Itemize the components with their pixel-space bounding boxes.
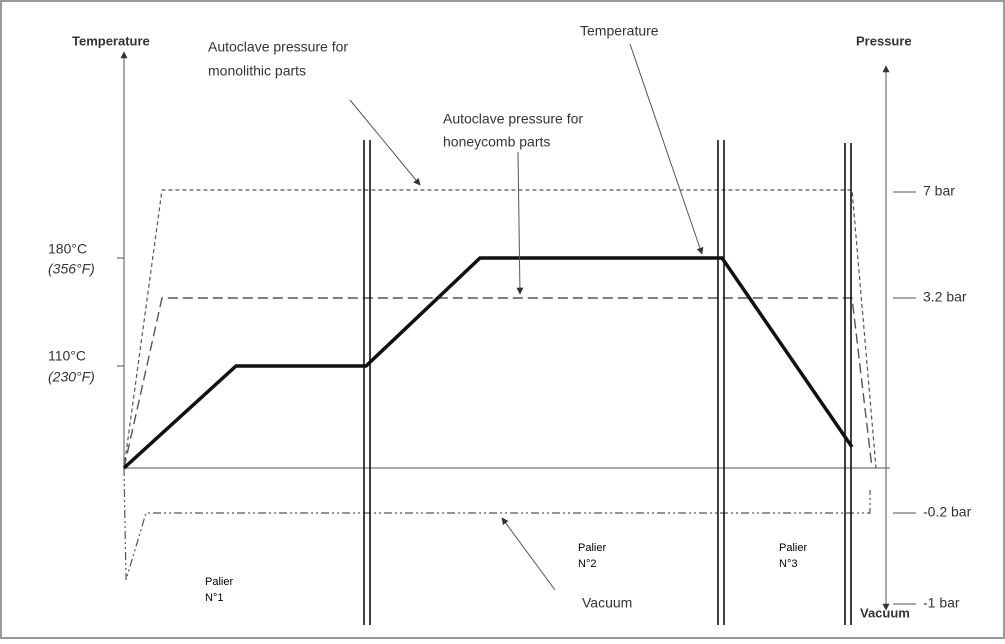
annotation: honeycomb parts <box>443 134 550 150</box>
annotation: Autoclave pressure for <box>443 111 583 127</box>
stage-label: N°2 <box>578 558 596 570</box>
arrow <box>516 151 524 295</box>
right-tick-label: -0.2 bar <box>923 504 972 520</box>
arrow <box>501 517 556 591</box>
arrow <box>629 43 704 255</box>
honeycomb-pressure <box>123 297 873 469</box>
temperature-curve <box>122 256 854 470</box>
left-axis-title: Temperature <box>72 33 150 48</box>
annotation: Temperature <box>580 23 659 39</box>
arrow <box>349 99 421 186</box>
stage-label: N°1 <box>205 592 223 604</box>
left-tick-label: 110°C <box>48 348 86 364</box>
right-tick-label: 7 bar <box>923 183 955 199</box>
annotation: Autoclave pressure for <box>208 39 348 55</box>
right-tick-label: -1 bar <box>923 595 960 611</box>
right-axis-bottom-title: Vacuum <box>860 605 910 620</box>
stage-label: Palier <box>205 576 233 588</box>
left-tick-label: 180°C <box>48 241 87 257</box>
stage-label: N°3 <box>779 558 797 570</box>
vacuum-curve <box>123 467 871 581</box>
right-axis-title: Pressure <box>856 33 912 48</box>
left-tick-sublabel: (356°F) <box>48 261 95 277</box>
annotation: monolithic parts <box>208 63 306 79</box>
left-tick-sublabel: (230°F) <box>48 369 95 385</box>
stage-label: Palier <box>779 542 807 554</box>
monolithic-pressure <box>123 189 877 469</box>
right-tick-label: 3.2 bar <box>923 289 967 305</box>
stage-label: Palier <box>578 542 606 554</box>
annotation: Vacuum <box>582 595 632 611</box>
